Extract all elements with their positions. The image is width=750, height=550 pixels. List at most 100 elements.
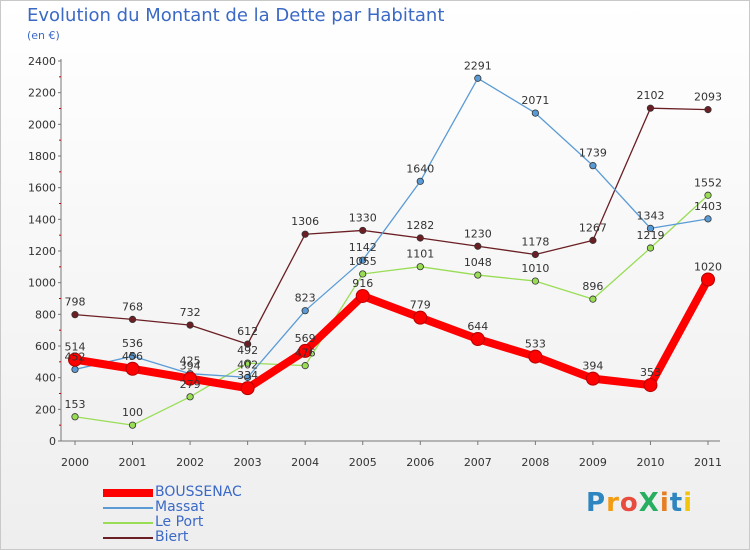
- data-label-biert: 2093: [694, 91, 722, 104]
- data-point-le-port: [301, 362, 309, 370]
- data-point-boussenac: [470, 332, 485, 347]
- data-label-massat: 1403: [694, 200, 722, 213]
- y-tick-label: 1800: [28, 150, 56, 163]
- data-label-le-port: 492: [237, 344, 258, 357]
- data-label-biert: 1267: [579, 221, 607, 234]
- y-tick-label: 600: [35, 340, 56, 353]
- x-tick-label: 2010: [636, 456, 664, 469]
- data-point-le-port: [186, 393, 194, 401]
- data-point-biert: [71, 311, 79, 319]
- logo-letter: t: [669, 488, 684, 518]
- data-point-boussenac: [701, 272, 715, 287]
- logo-letter: X: [638, 488, 660, 518]
- x-tick-label: 2000: [61, 456, 89, 469]
- data-point-biert: [359, 226, 367, 235]
- data-point-boussenac: [240, 381, 255, 396]
- series-line-le-port: [74, 194, 709, 426]
- data-point-le-port: [416, 263, 424, 271]
- logo-letter: r: [606, 488, 620, 518]
- data-label-boussenac: 569: [295, 332, 316, 345]
- data-point-massat: [531, 109, 539, 117]
- data-label-le-port: 1010: [521, 262, 549, 275]
- y-tick-label: 2200: [28, 87, 56, 100]
- y-tick-label: 2400: [28, 55, 56, 68]
- data-label-le-port: 100: [122, 406, 143, 419]
- data-point-biert: [416, 234, 424, 242]
- data-label-biert: 798: [65, 296, 86, 309]
- series-line-boussenac: [74, 277, 712, 393]
- data-point-massat: [416, 177, 424, 185]
- data-point-le-port: [646, 244, 655, 252]
- legend-label: Le Port: [155, 514, 204, 530]
- data-label-boussenac: 779: [410, 299, 431, 312]
- data-point-biert: [531, 250, 539, 259]
- data-point-massat: [244, 373, 252, 381]
- x-tick-label: 2011: [694, 456, 722, 469]
- series-line-massat: [74, 77, 709, 379]
- data-label-boussenac: 533: [525, 338, 546, 351]
- data-label-le-port: 153: [65, 398, 86, 411]
- data-point-biert: [128, 315, 137, 323]
- x-tick-label: 2009: [579, 456, 607, 469]
- x-tick-label: 2008: [521, 456, 549, 469]
- x-tick-label: 2003: [234, 456, 262, 469]
- proxiti-logo: ProXiti: [586, 488, 693, 518]
- data-point-biert: [646, 104, 655, 112]
- logo-letter: i: [683, 488, 694, 518]
- data-point-biert: [244, 340, 252, 348]
- y-tick-label: 800: [35, 308, 56, 321]
- data-label-massat: 1343: [636, 209, 664, 222]
- data-label-boussenac: 394: [582, 360, 603, 373]
- data-label-boussenac: 456: [122, 350, 143, 363]
- legend-swatch: [103, 507, 153, 509]
- chart-subtitle: (en €): [27, 29, 60, 42]
- data-label-boussenac: 1020: [694, 261, 722, 274]
- data-label-le-port: 1048: [464, 256, 492, 269]
- data-labels: 798 768 732 612 1306 1330 1282 1230 1178 1267 2102…: [65, 59, 723, 419]
- y-tick-label: 2000: [28, 118, 56, 131]
- data-label-biert: 2102: [636, 89, 664, 102]
- x-tick-label: 2004: [291, 456, 319, 469]
- legend-label: BOUSSENAC: [155, 484, 242, 500]
- data-label-le-port: 1055: [349, 255, 377, 268]
- data-label-massat: 2071: [521, 94, 549, 107]
- data-point-massat: [128, 352, 137, 360]
- y-tick-label: 0: [49, 435, 56, 448]
- data-point-le-port: [359, 270, 367, 278]
- data-point-massat: [359, 256, 367, 264]
- data-label-le-port: 1552: [694, 176, 722, 189]
- data-label-boussenac: 514: [65, 341, 86, 354]
- data-label-le-port: 896: [582, 280, 603, 293]
- data-label-massat: 425: [180, 355, 201, 368]
- data-label-le-port: 279: [180, 378, 201, 391]
- data-point-massat: [646, 224, 655, 232]
- data-point-biert: [589, 236, 597, 244]
- data-label-boussenac: 394: [180, 360, 201, 373]
- data-point-massat: [71, 365, 79, 374]
- x-tick-label: 2005: [349, 456, 377, 469]
- data-label-biert: 1230: [464, 227, 492, 240]
- data-label-biert: 1306: [291, 215, 319, 228]
- data-point-le-port: [128, 421, 137, 429]
- legend-item-massat: Massat: [103, 499, 353, 516]
- legend-label: Massat: [155, 499, 205, 515]
- x-tick-label: 2001: [119, 456, 147, 469]
- logo-letter: P: [586, 488, 607, 518]
- data-label-biert: 1178: [521, 235, 549, 248]
- data-point-boussenac: [298, 343, 313, 358]
- data-point-le-port: [244, 359, 252, 367]
- legend-swatch: [103, 537, 153, 539]
- legend-item-biert: Biert: [103, 529, 353, 546]
- data-label-le-port: 1101: [406, 248, 434, 261]
- data-point-boussenac: [413, 310, 428, 325]
- data-point-boussenac: [125, 361, 140, 376]
- axes: 0 200 400 600 800 1000 1200 1400 1600 1800 2000 220…: [28, 55, 722, 469]
- data-label-le-port: 476: [295, 347, 316, 360]
- data-point-boussenac: [643, 378, 658, 393]
- legend-label: Biert: [155, 529, 189, 545]
- data-point-biert: [301, 230, 309, 238]
- x-tick-label: 2007: [464, 456, 492, 469]
- data-point-biert: [704, 106, 712, 114]
- data-label-biert: 768: [122, 300, 143, 313]
